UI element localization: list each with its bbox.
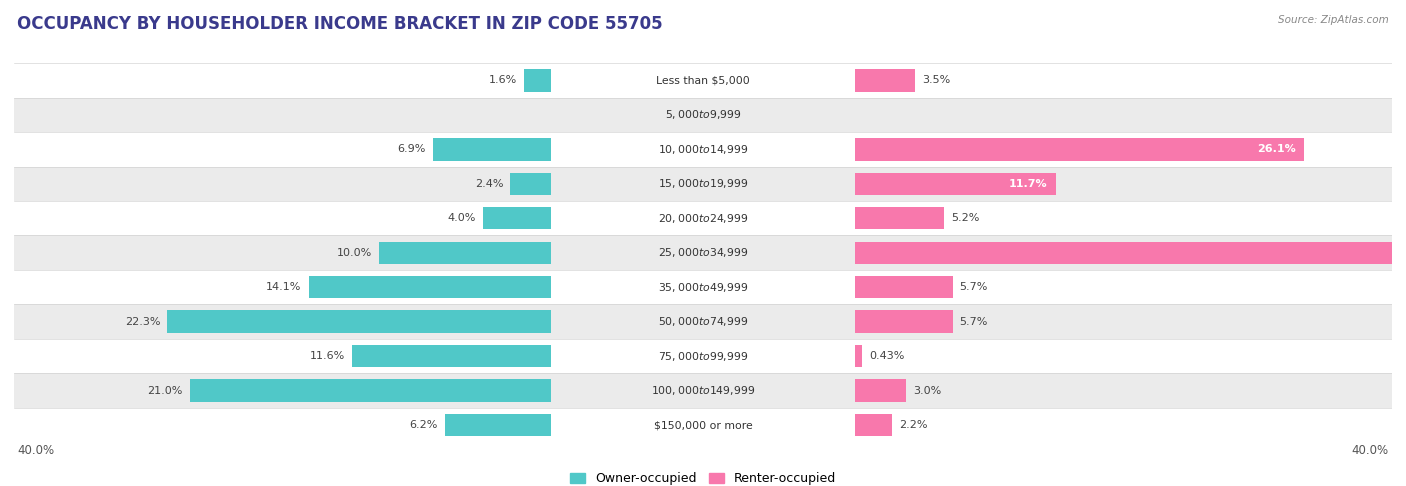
Text: $75,000 to $99,999: $75,000 to $99,999 <box>658 349 748 363</box>
Text: 40.0%: 40.0% <box>17 444 55 457</box>
Bar <box>855 414 893 436</box>
Bar <box>855 311 953 333</box>
Bar <box>14 201 1392 236</box>
Bar <box>855 276 953 298</box>
Bar <box>14 373 1392 408</box>
Text: 21.0%: 21.0% <box>148 385 183 396</box>
Text: 11.6%: 11.6% <box>309 351 344 361</box>
Text: 5.2%: 5.2% <box>950 213 980 223</box>
Bar <box>167 311 551 333</box>
Text: 22.3%: 22.3% <box>125 317 160 327</box>
Bar <box>308 276 551 298</box>
Text: 14.1%: 14.1% <box>266 282 302 292</box>
Text: 11.7%: 11.7% <box>1010 179 1047 189</box>
Bar <box>444 414 551 436</box>
Bar <box>380 242 551 264</box>
Text: $25,000 to $34,999: $25,000 to $34,999 <box>658 246 748 259</box>
Text: $10,000 to $14,999: $10,000 to $14,999 <box>658 143 748 156</box>
Text: 40.0%: 40.0% <box>1351 444 1389 457</box>
Text: $15,000 to $19,999: $15,000 to $19,999 <box>658 177 748 191</box>
Text: 3.5%: 3.5% <box>922 75 950 86</box>
Bar <box>14 339 1392 373</box>
Text: 10.0%: 10.0% <box>337 248 373 258</box>
Text: 5.7%: 5.7% <box>960 317 988 327</box>
Text: 26.1%: 26.1% <box>1257 144 1295 155</box>
Bar <box>855 69 915 91</box>
Bar <box>14 236 1392 270</box>
Text: 5.7%: 5.7% <box>960 282 988 292</box>
Text: Source: ZipAtlas.com: Source: ZipAtlas.com <box>1278 15 1389 25</box>
Text: OCCUPANCY BY HOUSEHOLDER INCOME BRACKET IN ZIP CODE 55705: OCCUPANCY BY HOUSEHOLDER INCOME BRACKET … <box>17 15 662 33</box>
Bar <box>14 132 1392 167</box>
Bar <box>190 380 551 402</box>
Text: 6.9%: 6.9% <box>398 144 426 155</box>
Text: 4.0%: 4.0% <box>447 213 475 223</box>
Bar <box>524 69 551 91</box>
Bar <box>14 98 1392 132</box>
Bar <box>855 173 1056 195</box>
Bar <box>14 408 1392 442</box>
Bar <box>14 304 1392 339</box>
Bar <box>855 345 862 367</box>
Text: $100,000 to $149,999: $100,000 to $149,999 <box>651 384 755 397</box>
Text: $50,000 to $74,999: $50,000 to $74,999 <box>658 315 748 328</box>
Bar <box>855 242 1406 264</box>
Text: Less than $5,000: Less than $5,000 <box>657 75 749 86</box>
Bar <box>482 207 551 229</box>
Text: $20,000 to $24,999: $20,000 to $24,999 <box>658 212 748 225</box>
Text: $5,000 to $9,999: $5,000 to $9,999 <box>665 108 741 122</box>
Text: $35,000 to $49,999: $35,000 to $49,999 <box>658 281 748 294</box>
Text: $150,000 or more: $150,000 or more <box>654 420 752 430</box>
Bar <box>855 207 945 229</box>
Text: 2.4%: 2.4% <box>475 179 503 189</box>
Text: 1.6%: 1.6% <box>489 75 517 86</box>
Bar <box>433 138 551 160</box>
Bar <box>14 167 1392 201</box>
Text: 0.43%: 0.43% <box>869 351 904 361</box>
Text: 6.2%: 6.2% <box>409 420 437 430</box>
Bar <box>352 345 551 367</box>
Text: 3.0%: 3.0% <box>912 385 942 396</box>
Text: 2.2%: 2.2% <box>900 420 928 430</box>
Bar <box>510 173 551 195</box>
Bar <box>855 380 907 402</box>
Bar <box>14 270 1392 304</box>
Bar <box>855 138 1305 160</box>
Legend: Owner-occupied, Renter-occupied: Owner-occupied, Renter-occupied <box>569 472 837 486</box>
Bar <box>14 63 1392 98</box>
